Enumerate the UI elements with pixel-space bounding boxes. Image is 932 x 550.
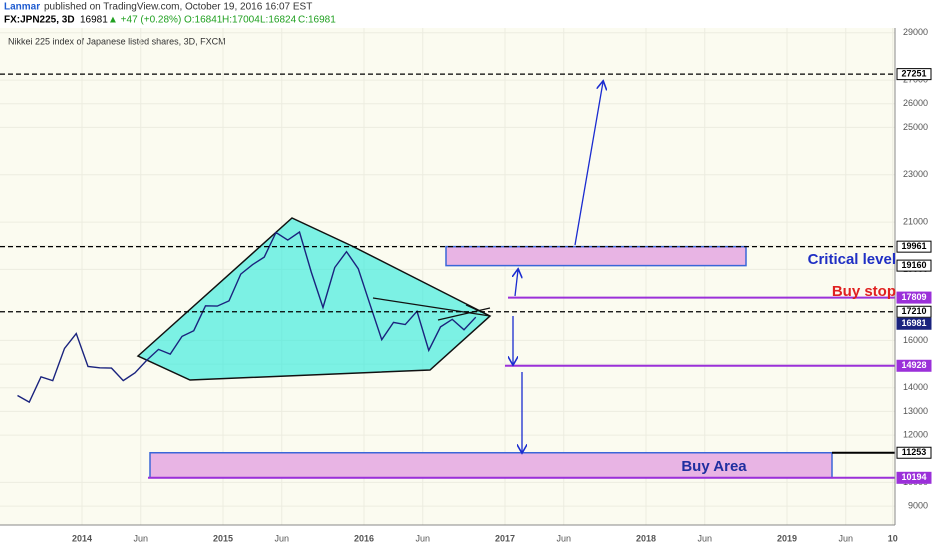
x-tick-label: Jun	[697, 533, 712, 543]
axis-labels: 9000100001200013000140001500016000190002…	[72, 27, 932, 543]
price-line	[17, 230, 477, 404]
x-tick-label: 2014	[72, 533, 92, 543]
price-label: 27251	[901, 69, 926, 79]
y-tick-label: 16000	[903, 335, 928, 345]
y-tick-label: 21000	[903, 216, 928, 226]
price-label-box	[896, 317, 932, 330]
pennant-line	[372, 297, 491, 317]
arrow	[515, 270, 518, 297]
arrow	[574, 82, 603, 246]
price-label-box	[896, 305, 932, 318]
chart-title: Nikkei 225 index of Japanese listed shar…	[8, 36, 226, 46]
low: L:16824	[260, 15, 297, 26]
x-tick-label: Jun	[415, 533, 430, 543]
plot-area	[0, 28, 895, 525]
annotation: Buy Area	[681, 458, 747, 475]
x-tick-label: Jun	[274, 533, 289, 543]
price-label: 17210	[901, 306, 926, 316]
x-tick-label: 2019	[777, 533, 797, 543]
grid	[0, 28, 895, 525]
zones	[149, 245, 833, 479]
y-tick-label: 9000	[908, 500, 928, 510]
price-label-box	[896, 291, 932, 304]
series	[17, 230, 477, 404]
price-label: 17809	[901, 292, 926, 302]
change: ▲ +47 (+0.28%)	[108, 15, 181, 26]
x-tick-label: 2015	[213, 533, 233, 543]
published: published on TradingView.com, October 19…	[44, 2, 312, 13]
levels	[0, 73, 895, 479]
y-tick-label: 23000	[903, 169, 928, 179]
price-label: 14928	[901, 360, 926, 370]
x-tick-label: 2017	[495, 533, 515, 543]
y-tick-label: 14000	[903, 382, 928, 392]
price-label-box	[896, 68, 932, 81]
zone	[445, 245, 747, 267]
y-tick-label: 26000	[903, 98, 928, 108]
x-tick-label: 2018	[636, 533, 656, 543]
y-tick-label: 25000	[903, 122, 928, 132]
x-tick-label: Jun	[133, 533, 148, 543]
price-label-box	[896, 471, 932, 484]
y-tick-label: 13000	[903, 406, 928, 416]
y-tick-label: 29000	[903, 27, 928, 37]
arrows	[513, 82, 603, 452]
high: H:17004	[222, 15, 260, 26]
price-label-box	[896, 240, 932, 253]
x-tick-label: 2016	[354, 533, 374, 543]
price-label: 10194	[901, 472, 926, 482]
last: 16981	[80, 15, 108, 26]
price-label: 11253	[902, 447, 927, 457]
zone	[149, 451, 833, 479]
x-tick-label: 10	[888, 533, 898, 543]
price-label-box	[896, 446, 932, 459]
open: O:16841	[184, 15, 223, 26]
price-label-box	[896, 259, 932, 272]
y-tick-label: 12000	[903, 429, 928, 439]
price-label-box	[896, 359, 932, 372]
price-label: 19961	[901, 241, 926, 251]
author: Lanmar	[4, 2, 40, 13]
pennant-line	[437, 307, 491, 321]
price-label: 19160	[901, 260, 926, 270]
annotation: Buy stop	[832, 283, 896, 300]
price-label: 16981	[901, 318, 926, 328]
close: C:16981	[298, 15, 336, 26]
annotation: Critical level	[808, 251, 896, 268]
x-tick-label: Jun	[556, 533, 571, 543]
symbol: FX:JPN225, 3D	[4, 15, 75, 26]
x-tick-label: Jun	[838, 533, 853, 543]
